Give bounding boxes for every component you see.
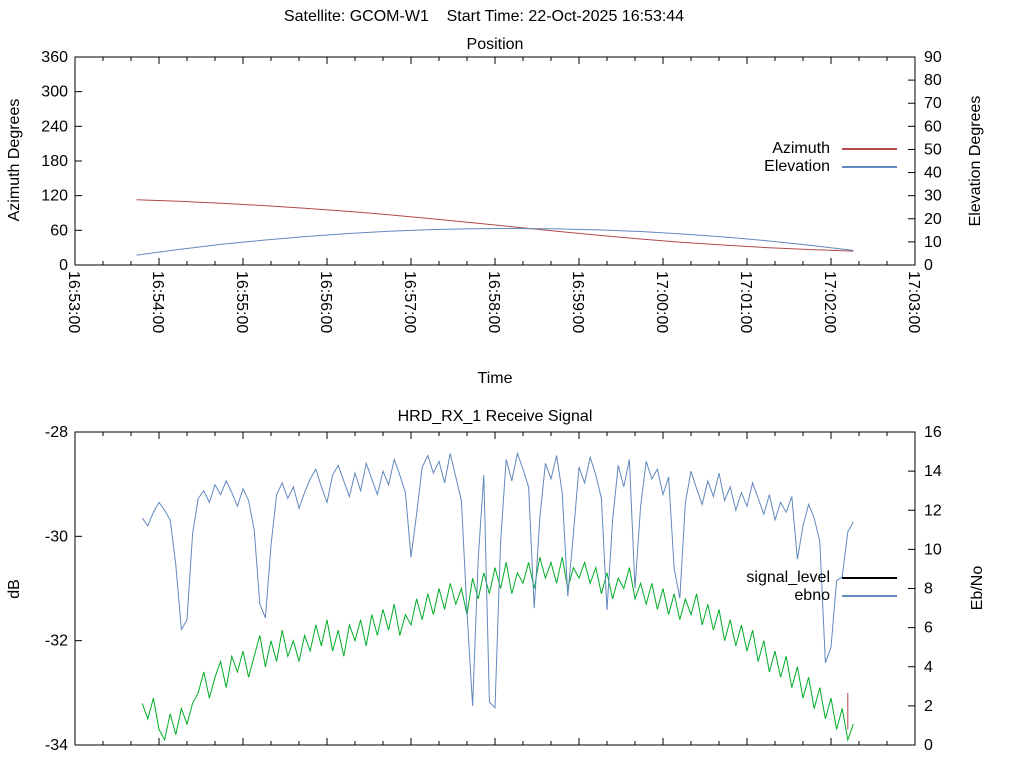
legend-line-ebno <box>842 595 897 597</box>
legend-row-elevation: Elevation <box>764 158 897 176</box>
svg-text:180: 180 <box>41 153 68 170</box>
legend-label-azimuth: Azimuth <box>772 140 830 157</box>
svg-text:17:00:00: 17:00:00 <box>653 271 670 333</box>
svg-text:0: 0 <box>924 737 933 754</box>
legend-line-signal-level <box>842 577 897 579</box>
svg-text:12: 12 <box>924 502 942 519</box>
svg-text:20: 20 <box>924 211 942 228</box>
position-chart-title: Position <box>466 36 524 53</box>
svg-text:10: 10 <box>924 541 942 558</box>
receive-signal-legend: signal_level ebno <box>746 569 897 605</box>
svg-text:2: 2 <box>924 698 933 715</box>
azimuth-axis-label: Azimuth Degrees <box>6 98 23 222</box>
svg-text:240: 240 <box>41 118 68 135</box>
svg-text:4: 4 <box>924 659 933 676</box>
legend-label-signal-level: signal_level <box>746 569 830 586</box>
svg-text:10: 10 <box>924 234 942 251</box>
position-legend: Azimuth Elevation <box>764 140 897 176</box>
svg-text:-32: -32 <box>45 633 68 650</box>
svg-text:90: 90 <box>924 49 942 66</box>
receive-signal-chart-title: HRD_RX_1 Receive Signal <box>397 408 593 425</box>
legend-label-elevation: Elevation <box>764 158 830 175</box>
svg-text:0: 0 <box>924 257 933 274</box>
svg-text:300: 300 <box>41 84 68 101</box>
svg-text:16:54:00: 16:54:00 <box>149 271 166 333</box>
legend-row-signal-level: signal_level <box>746 569 897 587</box>
svg-text:-28: -28 <box>45 424 68 441</box>
ebno-axis-label: Eb/No <box>969 565 986 611</box>
svg-text:6: 6 <box>924 620 933 637</box>
svg-text:8: 8 <box>924 581 933 598</box>
svg-text:0: 0 <box>59 257 68 274</box>
svg-text:16:56:00: 16:56:00 <box>317 271 334 333</box>
legend-line-elevation <box>842 166 897 168</box>
svg-text:17:02:00: 17:02:00 <box>821 271 838 333</box>
legend-row-azimuth: Azimuth <box>764 140 897 158</box>
svg-text:16:55:00: 16:55:00 <box>233 271 250 333</box>
svg-text:14: 14 <box>924 463 942 480</box>
window-title: Satellite: GCOM-W1 Start Time: 22-Oct-20… <box>283 8 685 25</box>
svg-text:-30: -30 <box>45 528 68 545</box>
svg-text:30: 30 <box>924 188 942 205</box>
svg-text:17:03:00: 17:03:00 <box>905 271 922 333</box>
svg-text:360: 360 <box>41 49 68 66</box>
svg-text:-34: -34 <box>45 737 68 754</box>
db-axis-label: dB <box>6 579 23 599</box>
svg-text:50: 50 <box>924 141 942 158</box>
svg-text:70: 70 <box>924 95 942 112</box>
time-axis-label: Time <box>477 370 513 387</box>
elevation-axis-label: Elevation Degrees <box>967 95 984 227</box>
svg-text:16:53:00: 16:53:00 <box>65 271 82 333</box>
svg-text:16: 16 <box>924 424 942 441</box>
svg-text:16:58:00: 16:58:00 <box>485 271 502 333</box>
svg-text:60: 60 <box>924 118 942 135</box>
legend-line-azimuth <box>842 148 897 150</box>
svg-text:16:59:00: 16:59:00 <box>569 271 586 333</box>
svg-text:40: 40 <box>924 165 942 182</box>
svg-text:120: 120 <box>41 188 68 205</box>
svg-text:80: 80 <box>924 72 942 89</box>
legend-label-ebno: ebno <box>794 587 830 604</box>
svg-text:60: 60 <box>50 222 68 239</box>
svg-text:16:57:00: 16:57:00 <box>401 271 418 333</box>
svg-text:17:01:00: 17:01:00 <box>737 271 754 333</box>
legend-row-ebno: ebno <box>746 587 897 605</box>
